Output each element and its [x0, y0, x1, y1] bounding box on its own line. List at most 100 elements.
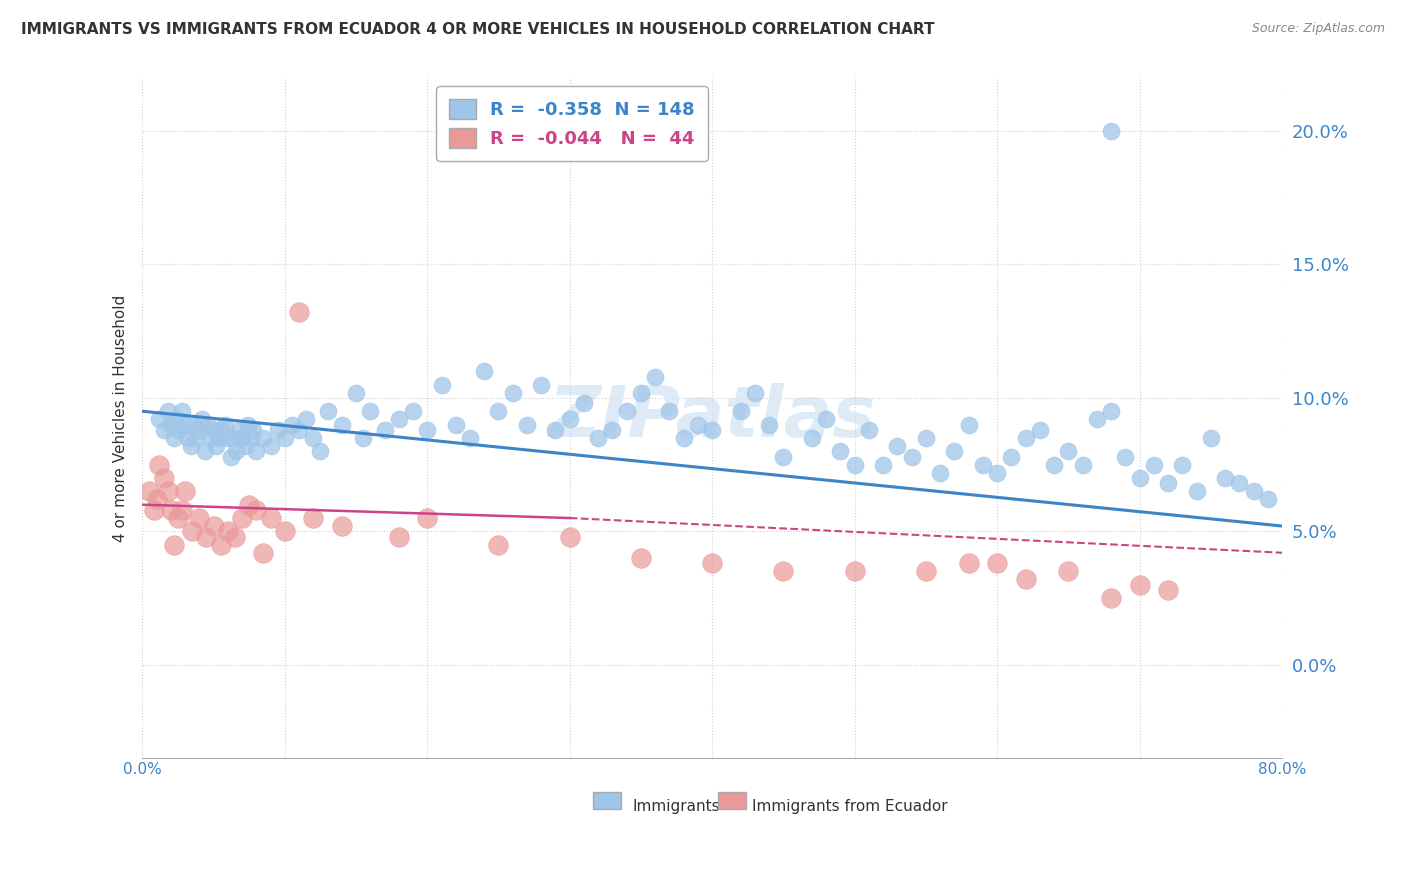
- Y-axis label: 4 or more Vehicles in Household: 4 or more Vehicles in Household: [114, 294, 128, 541]
- Point: [815, 412, 838, 426]
- Point: [388, 412, 411, 426]
- Point: [972, 458, 994, 472]
- Point: [188, 423, 211, 437]
- Point: [233, 439, 256, 453]
- Point: [174, 484, 197, 499]
- Point: [217, 524, 239, 539]
- Point: [156, 404, 179, 418]
- Point: [242, 423, 264, 437]
- Point: [1057, 565, 1080, 579]
- Point: [138, 484, 160, 499]
- Point: [772, 565, 794, 579]
- Point: [167, 511, 190, 525]
- Point: [744, 385, 766, 400]
- Point: [758, 417, 780, 432]
- Point: [156, 484, 179, 499]
- Point: [142, 503, 165, 517]
- Text: 0.0%: 0.0%: [122, 763, 162, 777]
- Point: [900, 450, 922, 464]
- Point: [872, 458, 894, 472]
- Point: [672, 431, 695, 445]
- FancyBboxPatch shape: [718, 792, 747, 809]
- Point: [1114, 450, 1136, 464]
- Point: [288, 305, 311, 319]
- Point: [644, 369, 666, 384]
- Point: [148, 458, 170, 472]
- Point: [224, 530, 246, 544]
- Point: [252, 546, 274, 560]
- Point: [239, 431, 262, 445]
- Point: [488, 538, 510, 552]
- Point: [402, 404, 425, 418]
- Point: [236, 417, 259, 432]
- Point: [1129, 471, 1152, 485]
- Point: [502, 385, 524, 400]
- Point: [1029, 423, 1052, 437]
- Point: [205, 439, 228, 453]
- Point: [472, 364, 495, 378]
- Point: [145, 492, 167, 507]
- Point: [209, 538, 232, 552]
- Point: [191, 412, 214, 426]
- Point: [416, 423, 439, 437]
- Point: [1257, 492, 1279, 507]
- Point: [352, 431, 374, 445]
- Point: [630, 385, 652, 400]
- Point: [1014, 431, 1036, 445]
- Point: [957, 417, 980, 432]
- Point: [222, 431, 245, 445]
- Point: [181, 524, 204, 539]
- Text: Immigrants: Immigrants: [633, 799, 720, 814]
- Point: [200, 431, 222, 445]
- Point: [800, 431, 823, 445]
- Point: [558, 530, 581, 544]
- Point: [259, 511, 281, 525]
- Legend: R =  -0.358  N = 148, R =  -0.044   N =  44: R = -0.358 N = 148, R = -0.044 N = 44: [436, 87, 707, 161]
- Point: [274, 431, 297, 445]
- Point: [163, 538, 186, 552]
- Point: [1071, 458, 1094, 472]
- Point: [174, 417, 197, 432]
- Point: [231, 431, 253, 445]
- Point: [488, 404, 510, 418]
- Point: [458, 431, 481, 445]
- Point: [986, 557, 1008, 571]
- Point: [1099, 404, 1122, 418]
- Point: [202, 423, 225, 437]
- Point: [830, 444, 852, 458]
- Point: [602, 423, 624, 437]
- Point: [186, 431, 208, 445]
- Point: [1000, 450, 1022, 464]
- Point: [172, 404, 194, 418]
- Point: [208, 431, 231, 445]
- Point: [344, 385, 367, 400]
- Point: [211, 423, 233, 437]
- Point: [172, 503, 194, 517]
- Text: Immigrants from Ecuador: Immigrants from Ecuador: [752, 799, 948, 814]
- Text: Source: ZipAtlas.com: Source: ZipAtlas.com: [1251, 22, 1385, 36]
- Point: [194, 444, 217, 458]
- Point: [943, 444, 966, 458]
- Text: ZIPatlas: ZIPatlas: [548, 384, 876, 452]
- Point: [266, 423, 288, 437]
- Point: [197, 417, 219, 432]
- Point: [225, 444, 247, 458]
- Point: [177, 431, 200, 445]
- Point: [702, 557, 724, 571]
- Text: IMMIGRANTS VS IMMIGRANTS FROM ECUADOR 4 OR MORE VEHICLES IN HOUSEHOLD CORRELATIO: IMMIGRANTS VS IMMIGRANTS FROM ECUADOR 4 …: [21, 22, 935, 37]
- Point: [616, 404, 638, 418]
- Point: [166, 412, 188, 426]
- Point: [915, 431, 938, 445]
- Point: [1057, 444, 1080, 458]
- Point: [219, 450, 242, 464]
- Point: [1157, 583, 1180, 598]
- Point: [844, 458, 866, 472]
- Point: [1213, 471, 1236, 485]
- Point: [572, 396, 595, 410]
- Point: [180, 439, 202, 453]
- Point: [295, 412, 318, 426]
- Point: [1185, 484, 1208, 499]
- Point: [148, 412, 170, 426]
- Point: [1199, 431, 1222, 445]
- Point: [444, 417, 467, 432]
